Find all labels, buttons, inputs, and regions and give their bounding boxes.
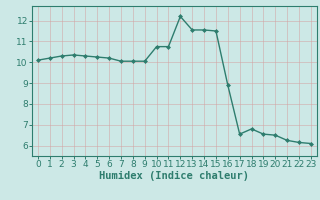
- X-axis label: Humidex (Indice chaleur): Humidex (Indice chaleur): [100, 171, 249, 181]
